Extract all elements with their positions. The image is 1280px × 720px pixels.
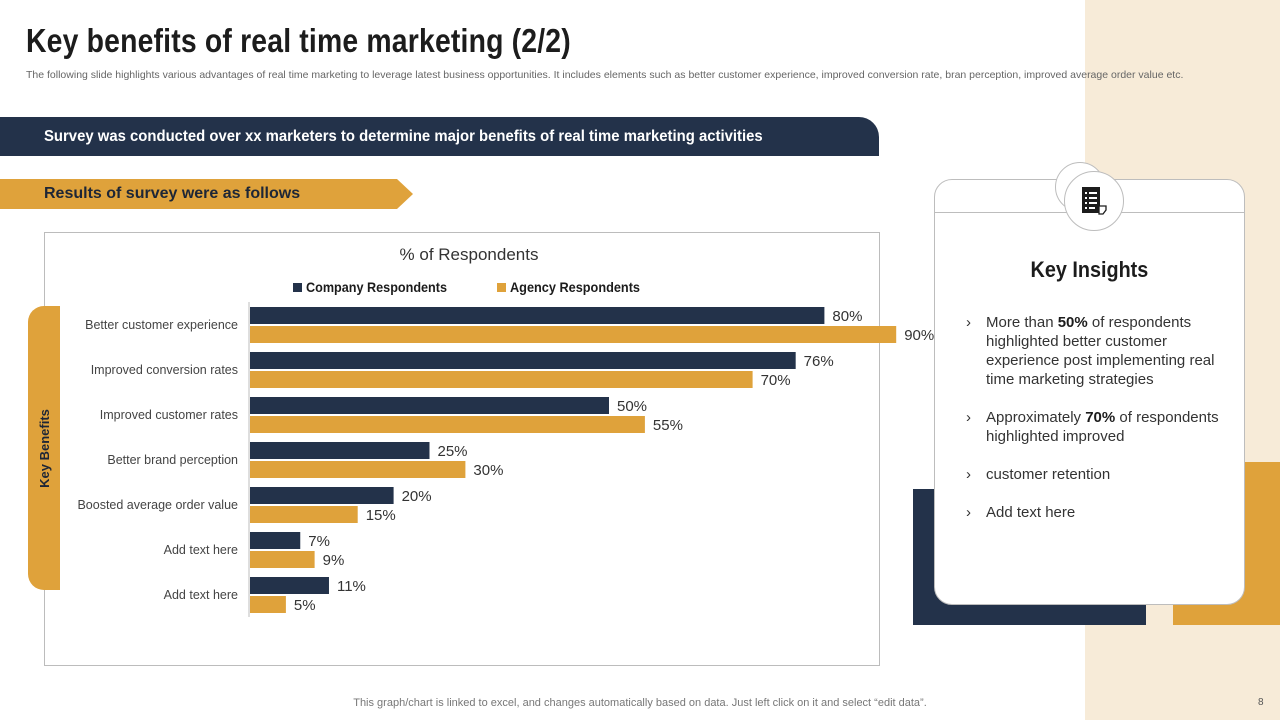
insight-text: Approximately (986, 409, 1086, 426)
insight-text: of respondents highlighted improved (986, 409, 1219, 445)
survey-banner: Survey was conducted over xx marketers t… (0, 117, 879, 156)
icon-ring-inner (1064, 171, 1124, 231)
key-insights-title-text: Key Insights (1030, 257, 1149, 282)
key-insights-title: Key Insights (934, 257, 1245, 283)
insight-item: › Approximately 70% of respondents highli… (962, 408, 1230, 446)
chevron-right-icon: › (966, 314, 971, 331)
insight-item: › More than 50% of respondents highlighte… (962, 313, 1230, 389)
chevron-right-icon: › (966, 409, 971, 426)
key-insights-card (934, 179, 1245, 605)
survey-banner-text: Survey was conducted over xx marketers t… (44, 127, 763, 145)
key-benefits-tab: Key Benefits (28, 306, 60, 590)
insight-highlight: 50% (1057, 314, 1088, 331)
insight-text: More than (986, 314, 1058, 331)
insight-text: of respondents highlighted better custom… (986, 314, 1215, 388)
insight-text: Add text here (986, 504, 1076, 521)
chevron-right-icon: › (966, 466, 971, 483)
data-label: 90% (904, 327, 934, 344)
insight-highlight: 70% (1085, 409, 1116, 426)
slide-title: Key benefits of real time marketing (2/2… (26, 22, 571, 59)
results-arrow-label: Results of survey were as follows (0, 179, 413, 209)
insight-item: › customer retention (962, 465, 1230, 484)
insight-text: customer retention (986, 466, 1111, 483)
chevron-right-icon: › (966, 504, 971, 521)
key-insights-list: › More than 50% of respondents highlighte… (962, 313, 1230, 541)
key-benefits-label: Key Benefits (36, 408, 52, 488)
insight-item: › Add text here (962, 503, 1230, 522)
slide-subtitle: The following slide highlights various a… (26, 69, 1184, 81)
results-label-text: Results of survey were as follows (44, 185, 301, 202)
document-list-icon (1082, 187, 1107, 215)
page-number: 8 (1258, 697, 1264, 708)
footer-note: This graph/chart is linked to excel, and… (353, 697, 927, 709)
chart-frame[interactable] (44, 232, 880, 666)
